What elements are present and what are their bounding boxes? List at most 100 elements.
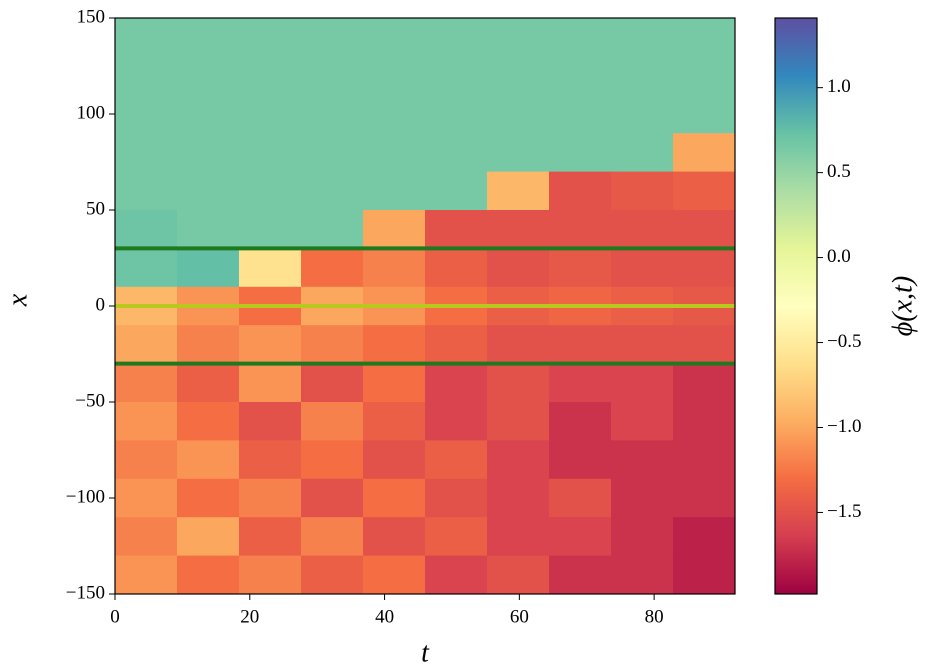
- heatmap-cell: [425, 363, 488, 403]
- heatmap-cell: [239, 363, 302, 403]
- heatmap-cell: [301, 210, 364, 249]
- heatmap-cell: [301, 402, 364, 441]
- heatmap-cell: [487, 402, 550, 441]
- heatmap-cell: [239, 440, 302, 480]
- heatmap-cell: [425, 133, 488, 173]
- heatmap-cell: [177, 56, 240, 96]
- heatmap-cell: [611, 440, 674, 480]
- heatmap-cell: [363, 517, 426, 557]
- heatmap-cell: [487, 210, 550, 249]
- heatmap-cell: [611, 133, 674, 173]
- heatmap-cell: [425, 210, 488, 249]
- heatmap-cell: [301, 555, 364, 595]
- heatmap-cell: [425, 478, 488, 518]
- x-axis-label: t: [421, 637, 430, 668]
- heatmap-cell: [673, 210, 736, 249]
- heatmap-cell: [425, 325, 488, 365]
- heatmap-cell: [673, 440, 736, 480]
- heatmap-cell: [425, 402, 488, 441]
- heatmap-cell: [425, 171, 488, 211]
- heatmap-cell: [177, 440, 240, 480]
- heatmap-cell: [549, 555, 612, 595]
- heatmap-cell: [239, 325, 302, 365]
- heatmap-cell: [239, 478, 302, 518]
- heatmap-cell: [177, 325, 240, 365]
- heatmap-cell: [673, 402, 736, 441]
- heatmap-cell: [239, 94, 302, 134]
- heatmap-cell: [177, 402, 240, 441]
- y-tick-label: −50: [75, 390, 105, 411]
- heatmap-cell: [115, 18, 178, 57]
- heatmap-cell: [177, 478, 240, 518]
- heatmap-cell: [549, 248, 612, 288]
- x-tick-label: 0: [110, 606, 120, 627]
- colorbar-tick-label: −1.0: [827, 416, 861, 437]
- heatmap-cell: [549, 517, 612, 557]
- heatmap-cell: [673, 94, 736, 134]
- heatmap-cell: [425, 440, 488, 480]
- heatmap-cell: [239, 56, 302, 96]
- heatmap-cell: [611, 18, 674, 57]
- heatmap-cell: [115, 133, 178, 173]
- heatmap-cell: [549, 402, 612, 441]
- heatmap-cell: [549, 94, 612, 134]
- heatmap-cell: [425, 517, 488, 557]
- x-tick-label: 60: [510, 606, 529, 627]
- heatmap-cell: [487, 478, 550, 518]
- heatmap-cell: [673, 56, 736, 96]
- heatmap-cell: [425, 56, 488, 96]
- colorbar-tick-label: −0.5: [827, 331, 861, 352]
- y-tick-label: −100: [66, 486, 105, 507]
- heatmap-cell: [425, 94, 488, 134]
- heatmap-cell: [487, 517, 550, 557]
- heatmap-cell: [549, 18, 612, 57]
- colorbar-tick-label: 1.0: [827, 76, 851, 97]
- y-tick-label: 150: [77, 6, 106, 27]
- heatmap-cell: [363, 248, 426, 288]
- heatmap-cell: [115, 210, 178, 249]
- heatmap-cell: [301, 440, 364, 480]
- heatmap-cell: [115, 440, 178, 480]
- heatmap-cell: [177, 517, 240, 557]
- heatmap-cell: [487, 171, 550, 211]
- heatmap-cell: [363, 440, 426, 480]
- heatmap-cell: [115, 325, 178, 365]
- heatmap-cell: [363, 94, 426, 134]
- y-tick-label: 100: [77, 102, 106, 123]
- heatmap-cell: [239, 133, 302, 173]
- heatmap-cell: [239, 18, 302, 57]
- x-tick-label: 80: [645, 606, 664, 627]
- heatmap-cell: [611, 171, 674, 211]
- heatmap-cell: [549, 133, 612, 173]
- heatmap-cell: [301, 18, 364, 57]
- heatmap-cell: [673, 325, 736, 365]
- heatmap-cell: [363, 133, 426, 173]
- heatmap-cell: [673, 18, 736, 57]
- heatmap-cell: [549, 325, 612, 365]
- heatmap-cell: [487, 18, 550, 57]
- heatmap-cell: [363, 402, 426, 441]
- heatmap-cell: [239, 517, 302, 557]
- heatmap-cell: [301, 517, 364, 557]
- heatmap-cell: [177, 18, 240, 57]
- heatmap-cell: [673, 478, 736, 518]
- y-axis-label: x: [2, 293, 33, 307]
- heatmap-cell: [115, 363, 178, 403]
- heatmap-cell: [115, 555, 178, 595]
- heatmap-cell: [301, 325, 364, 365]
- heatmap-cell: [673, 517, 736, 557]
- heatmap-cell: [239, 210, 302, 249]
- heatmap-cell: [177, 94, 240, 134]
- heatmap-cell: [363, 18, 426, 57]
- heatmap-cell: [363, 555, 426, 595]
- heatmap-cell: [673, 248, 736, 288]
- heatmap-cell: [301, 56, 364, 96]
- heatmap-cell: [363, 171, 426, 211]
- heatmap-cell: [611, 94, 674, 134]
- y-tick-label: 50: [86, 198, 105, 219]
- colorbar-tick-label: 0.5: [827, 161, 851, 182]
- heatmap-cell: [487, 555, 550, 595]
- heatmap-cell: [115, 517, 178, 557]
- heatmap-cell: [487, 133, 550, 173]
